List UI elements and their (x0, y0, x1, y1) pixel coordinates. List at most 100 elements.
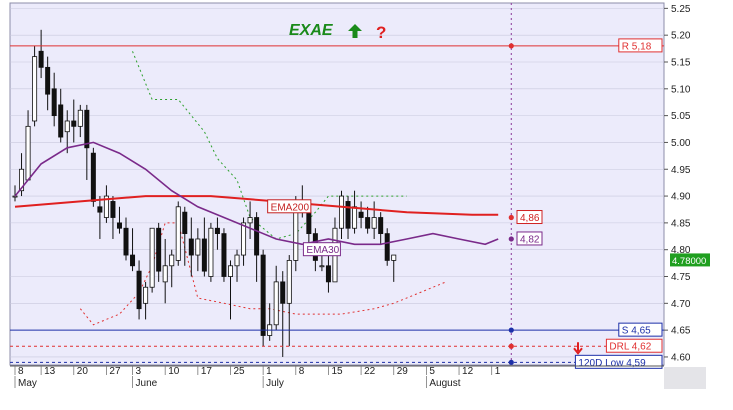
candle-up (208, 227, 214, 277)
candle-down (130, 254, 136, 267)
level-label-box (574, 354, 663, 369)
y-tick-label: 4.65 (671, 326, 691, 337)
annotations: EMA200 EMA30 4,86 4,82 4.78000 (267, 3, 710, 365)
candle-up (391, 254, 397, 261)
candle-down (325, 265, 331, 283)
candle-down (188, 238, 194, 256)
red-dotted-line (79, 222, 447, 326)
candle-down (345, 201, 351, 229)
candle-up (12, 195, 18, 198)
candle-up (293, 206, 299, 261)
candle-up (64, 120, 70, 133)
x-tick-label: 8 (299, 366, 305, 377)
candle-down (365, 217, 371, 229)
candle-down (260, 254, 266, 336)
plot-background (9, 2, 665, 366)
candle-down (51, 88, 57, 117)
candle-down (182, 211, 188, 235)
candle-down (280, 281, 286, 304)
y-axis: 5.25 5.20 5.15 5.10 5.05 5.00 4.95 4.90 4.85 4.80… (664, 4, 691, 363)
indicator-label: EMA200 (271, 202, 310, 213)
candle-down (84, 109, 90, 149)
level-label-box (618, 322, 663, 337)
projection-dot (508, 327, 514, 333)
projection-dot (508, 214, 514, 221)
y-tick-label: 4.75 (671, 272, 691, 283)
level-label: DRL 4,62 (609, 342, 651, 353)
level-label: S 4,65 (622, 326, 651, 337)
projection-dot (508, 343, 514, 349)
y-tick-label: 5.10 (671, 84, 691, 95)
y-tick-label: 4.80 (671, 245, 691, 256)
x-tick-label: 27 (109, 366, 121, 377)
y-tick-label: 5.05 (671, 111, 691, 122)
candle-down (156, 227, 162, 272)
x-tick-label: 12 (462, 366, 474, 377)
month-label: May (18, 378, 37, 389)
candle-up (195, 238, 201, 256)
down-arrow-icon (573, 342, 583, 355)
x-tick-label: 29 (397, 366, 409, 377)
question-mark: ? (376, 23, 386, 42)
value-tag-box (516, 231, 543, 246)
candle-down (45, 66, 51, 95)
candle-down (214, 227, 220, 235)
x-tick-label: 10 (168, 366, 180, 377)
candle-down (358, 211, 364, 218)
candle-down (116, 222, 122, 229)
candle-up (19, 168, 25, 192)
candle-up (319, 265, 325, 268)
candle-down (201, 238, 207, 272)
y-tick-label: 5.00 (671, 138, 691, 149)
candle-up (273, 281, 279, 326)
scroll-corner (664, 367, 706, 389)
y-tick-label: 5.20 (671, 31, 691, 42)
indicator-label: EMA30 (306, 245, 339, 256)
x-tick-label: 8 (18, 366, 24, 377)
ema30-line (14, 141, 499, 246)
x-tick-label: 1 (266, 366, 272, 377)
value-tag: 4,82 (520, 234, 540, 245)
level-lines: R 5,18 S 4,65 DRL 4,62 120D Low 4,59 (10, 38, 664, 369)
candle-down (306, 211, 312, 235)
candle-up (371, 217, 377, 229)
level-label: R 5,18 (622, 41, 652, 52)
candle-up (241, 222, 247, 256)
x-axis: 8 13 20 27 3 10 17 25 1 8 15 22 29 5 12 1 May June July Aug… (10, 365, 664, 389)
candle-up (143, 286, 149, 304)
projection-dot (508, 236, 514, 242)
candle-up (227, 265, 233, 277)
y-tick-label: 5.25 (671, 4, 691, 15)
up-arrow-icon (348, 24, 362, 38)
candle-down (110, 201, 116, 218)
candle-down (38, 50, 44, 68)
candle-down (97, 206, 103, 213)
candle-down (254, 217, 260, 256)
x-tick-label: 22 (364, 366, 376, 377)
candle-down (384, 233, 390, 261)
chart-title: EXAE (289, 22, 334, 39)
x-tick-label: 20 (77, 366, 89, 377)
candle-up (286, 260, 292, 304)
value-tag-box (516, 210, 543, 225)
month-label: August (429, 378, 460, 389)
x-tick-label: 3 (136, 366, 142, 377)
projection-dot (508, 359, 514, 365)
candle-up (169, 254, 175, 267)
candle-down (90, 152, 96, 202)
value-tag: 4,86 (520, 213, 540, 224)
candle-down (71, 120, 77, 127)
level-label-box (618, 38, 663, 53)
candle-up (162, 265, 168, 283)
candle-up (32, 56, 38, 122)
y-tick-label: 4.90 (671, 192, 691, 203)
x-tick-label: 17 (201, 366, 213, 377)
y-tick-label: 4.70 (671, 299, 691, 310)
candle-up (247, 217, 253, 224)
month-label: July (266, 378, 284, 389)
y-tick-label: 5.15 (671, 57, 691, 68)
x-tick-label: 25 (233, 366, 245, 377)
indicator-label-box (302, 242, 341, 257)
